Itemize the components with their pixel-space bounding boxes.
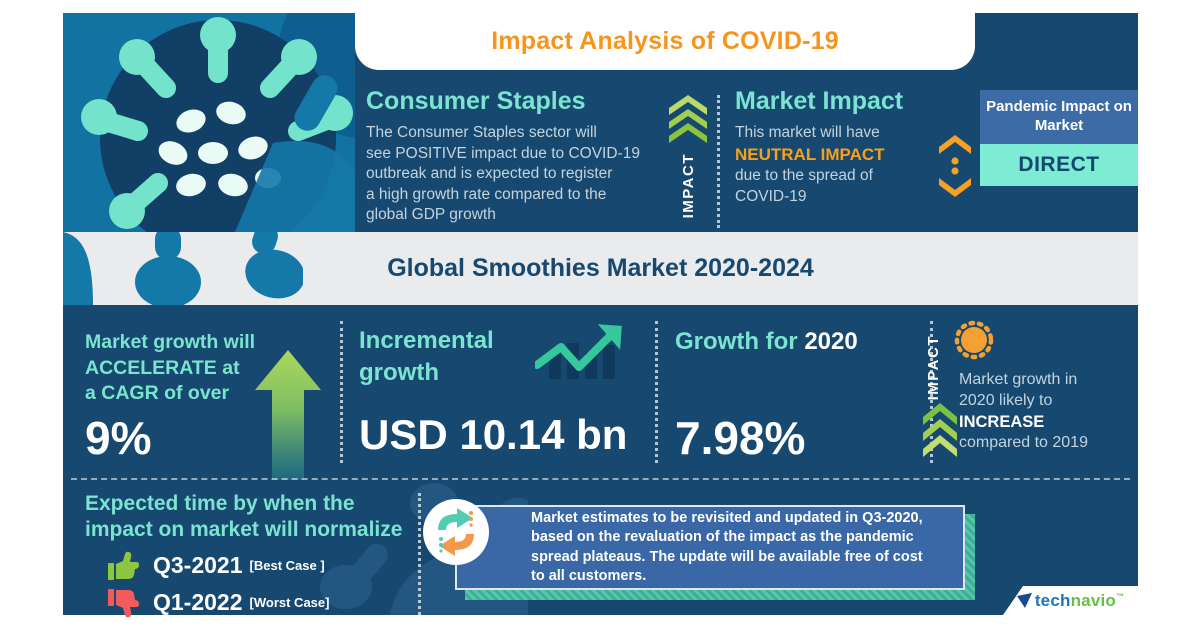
consumer-staples-line: outbreak and is expected to register bbox=[366, 165, 613, 183]
market-impact-line: COVID-19 bbox=[735, 187, 807, 205]
worst-case-value: Q1-2022 bbox=[153, 589, 243, 615]
technavio-logo-area: tech navio ™ bbox=[1003, 586, 1138, 615]
vertical-dotted-divider bbox=[655, 321, 658, 463]
normalize-section: Expected time by when the impact on mark… bbox=[85, 491, 402, 618]
incremental-growth-title: Incremental growth bbox=[359, 325, 494, 388]
pandemic-impact-label: Pandemic Impact on Market bbox=[980, 90, 1138, 144]
best-case-label: [Best Case ] bbox=[249, 558, 325, 573]
market-title: Global Smoothies Market 2020-2024 bbox=[387, 254, 814, 282]
cagr-line: a CAGR of over bbox=[85, 382, 230, 405]
logo-trademark: ™ bbox=[1115, 592, 1125, 601]
vertical-dotted-divider bbox=[930, 321, 933, 463]
pandemic-impact-box: Pandemic Impact on Market DIRECT bbox=[980, 90, 1138, 186]
incremental-growth-line: Incremental bbox=[359, 327, 494, 354]
cagr-stat-text: Market growth will ACCELERATE at a CAGR … bbox=[85, 330, 255, 407]
cagr-line: Market growth will bbox=[85, 331, 256, 353]
market-impact-line: due to the spread of bbox=[735, 167, 873, 185]
consumer-staples-line: The Consumer Staples sector will bbox=[366, 124, 597, 141]
normalize-title-line: impact on market will normalize bbox=[85, 518, 403, 542]
growth-2020-prefix: Growth for bbox=[675, 328, 805, 355]
vertical-dotted-divider bbox=[418, 493, 421, 615]
logo-text-tech: tech bbox=[1034, 590, 1071, 610]
technavio-arrow-icon bbox=[1016, 592, 1032, 608]
neutral-impact-highlight: NEUTRAL IMPACT bbox=[735, 144, 885, 164]
header-title-band: Impact Analysis of COVID-19 bbox=[355, 13, 975, 70]
thumbs-down-icon bbox=[108, 588, 139, 617]
horizontal-dashed-divider bbox=[71, 478, 1130, 480]
impact-2020-line: 2020 likely to bbox=[959, 391, 1053, 409]
impact-2020-text: Market growth in 2020 likely to INCREASE… bbox=[959, 370, 1144, 454]
market-impact-title: Market Impact bbox=[735, 87, 904, 115]
impact-vertical-label: IMPACT bbox=[925, 335, 942, 401]
vertical-dotted-divider bbox=[717, 95, 720, 228]
impact-indicator-column: IMPACT bbox=[665, 95, 711, 218]
consumer-staples-title: Consumer Staples bbox=[366, 87, 586, 115]
growth-2020-year: 2020 bbox=[804, 328, 858, 355]
update-note-line: based on the revaluation of the impact a… bbox=[531, 529, 914, 546]
line-chart-icon bbox=[533, 323, 623, 384]
infographic-frame: Impact Analysis of COVID-19 Consumer Sta… bbox=[63, 13, 1138, 618]
cagr-value: 9% bbox=[85, 412, 152, 464]
growth-2020-title: Growth for 2020 bbox=[675, 328, 858, 356]
technavio-logo: tech navio ™ bbox=[1016, 590, 1125, 611]
market-impact-section: Market Impact This market will have NEUT… bbox=[735, 87, 935, 207]
growth-up-arrow-icon bbox=[255, 350, 321, 485]
update-note-line: to all customers. bbox=[531, 567, 647, 584]
consumer-staples-line: a high growth rate compared to the bbox=[366, 185, 607, 203]
update-note-text: Market estimates to be revisited and upd… bbox=[531, 509, 923, 587]
refresh-icon bbox=[421, 497, 491, 572]
triple-chevron-up-icon bbox=[923, 403, 957, 464]
worst-case-label: [Worst Case] bbox=[249, 595, 330, 610]
update-note-line: spread plateaus. The update will be avai… bbox=[531, 548, 923, 565]
incremental-growth-line: growth bbox=[359, 358, 439, 386]
pandemic-impact-value: DIRECT bbox=[980, 143, 1138, 186]
virus-sun-icon bbox=[953, 319, 995, 366]
incremental-growth-value: USD 10.14 bn bbox=[359, 411, 628, 458]
triple-chevron-up-icon bbox=[669, 95, 707, 143]
virus-illustration-panel bbox=[63, 13, 355, 232]
page-title: Impact Analysis of COVID-19 bbox=[491, 27, 839, 55]
neutral-impact-icon bbox=[935, 135, 975, 202]
best-case-value: Q3-2021 bbox=[153, 552, 243, 578]
coronavirus-illustration-icon bbox=[63, 13, 355, 232]
impact-2020-highlight: INCREASE bbox=[959, 412, 1045, 431]
market-impact-line: This market will have bbox=[735, 124, 880, 141]
cagr-line: ACCELERATE at bbox=[85, 356, 240, 379]
normalize-title-line: Expected time by when the bbox=[85, 492, 355, 515]
impact-2020-line: compared to 2019 bbox=[959, 434, 1088, 452]
worst-case-row: Q1-2022 [Worst Case] bbox=[85, 588, 402, 618]
best-case-row: Q3-2021 [Best Case ] bbox=[85, 551, 402, 581]
consumer-staples-line: global GDP growth bbox=[366, 206, 496, 224]
update-note-line: Market estimates to be revisited and upd… bbox=[531, 509, 923, 526]
growth-2020-value: 7.98% bbox=[675, 412, 806, 464]
impact-vertical-label: IMPACT bbox=[679, 153, 697, 219]
thumbs-up-icon bbox=[108, 551, 139, 580]
logo-text-navio: navio bbox=[1070, 590, 1116, 610]
consumer-staples-line: see POSITIVE impact due to COVID-19 bbox=[366, 144, 640, 162]
consumer-staples-section: Consumer Staples The Consumer Staples se… bbox=[366, 87, 666, 226]
vertical-dotted-divider bbox=[340, 321, 343, 463]
market-title-strip: Global Smoothies Market 2020-2024 bbox=[63, 232, 1138, 305]
impact-2020-line: Market growth in bbox=[959, 371, 1078, 388]
update-note-box: Market estimates to be revisited and upd… bbox=[455, 505, 965, 590]
